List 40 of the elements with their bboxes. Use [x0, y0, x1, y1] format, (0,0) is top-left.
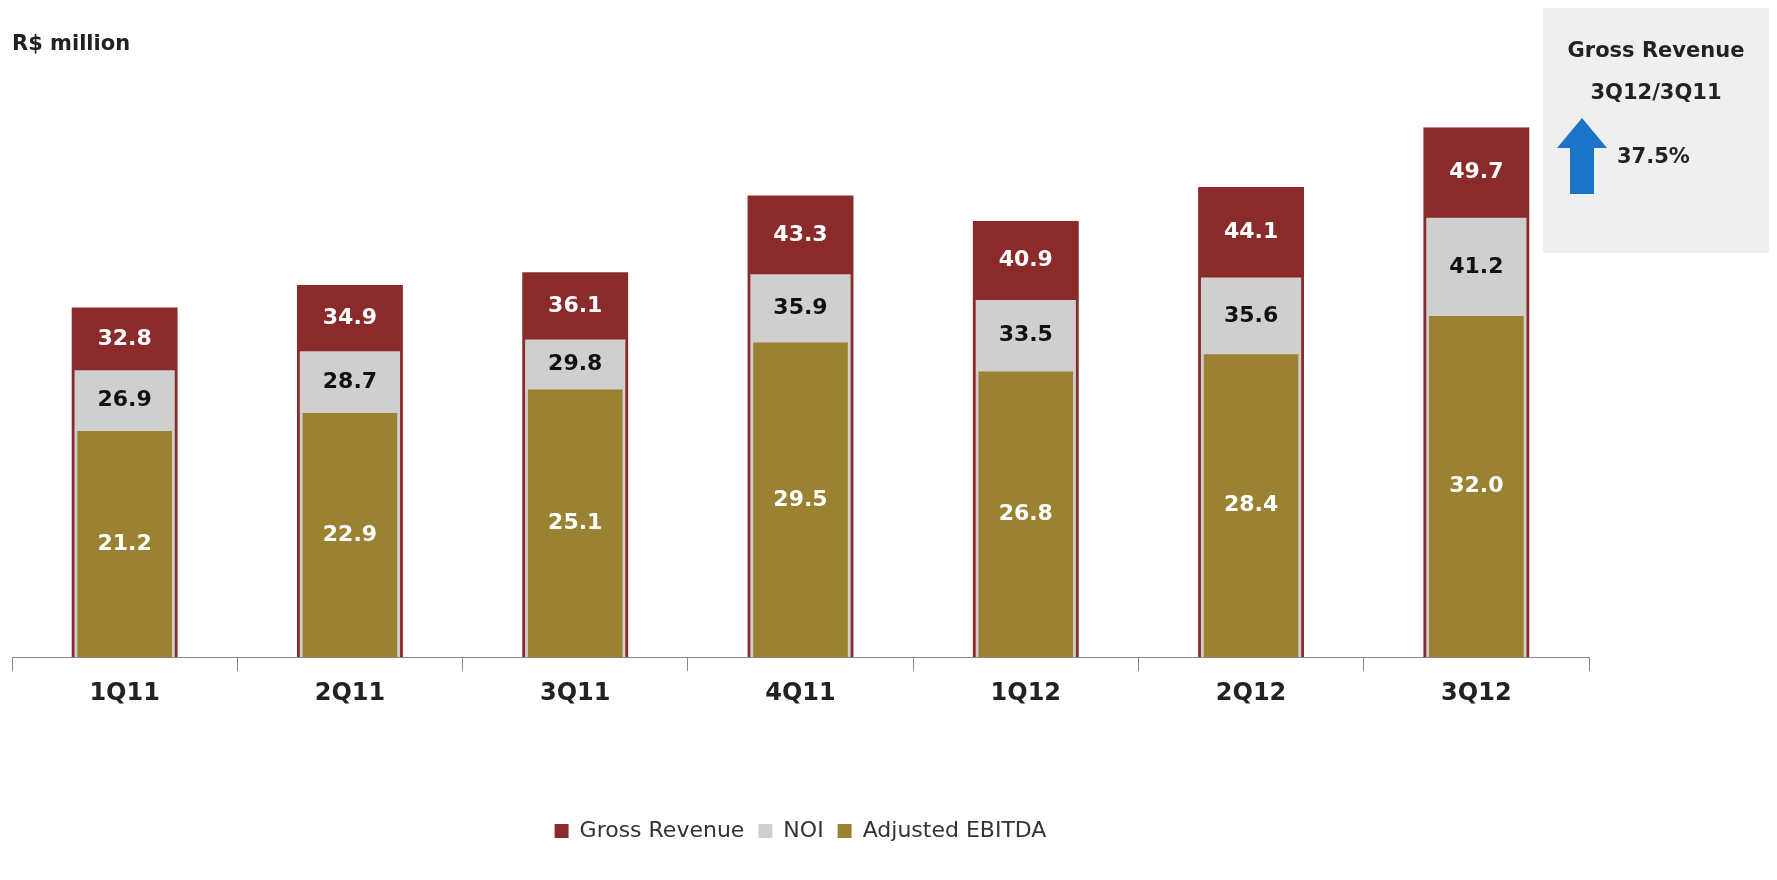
bar [753, 342, 848, 658]
x-tick-label: 3Q11 [539, 677, 611, 706]
bar [1203, 354, 1299, 658]
x-tick-label: 1Q11 [89, 677, 160, 706]
data-label: 29.8 [548, 350, 603, 376]
bar [527, 389, 623, 658]
data-label: 43.3 [773, 220, 828, 246]
x-tick-label: 2Q11 [314, 677, 386, 706]
bar [302, 413, 398, 658]
x-tick-label: 2Q12 [1215, 677, 1287, 706]
legend-label: Adjusted EBITDA [862, 816, 1047, 842]
data-label: 29.5 [773, 485, 828, 511]
data-label: 40.9 [998, 246, 1053, 272]
legend-label: NOI [783, 816, 824, 842]
legend-label: Gross Revenue [579, 816, 745, 842]
x-tick-label: 1Q12 [990, 677, 1062, 706]
data-label: 21.2 [97, 529, 152, 555]
data-label: 26.8 [998, 500, 1053, 526]
data-label: 32.0 [1449, 472, 1504, 498]
bar [978, 371, 1074, 658]
data-label: 36.1 [548, 291, 603, 317]
data-label: 28.7 [322, 367, 378, 393]
bar [77, 431, 172, 658]
data-label: 35.9 [773, 294, 828, 320]
data-label: 26.9 [97, 386, 152, 412]
data-label: 33.5 [998, 321, 1053, 347]
data-label: 49.7 [1449, 158, 1504, 184]
data-label: 25.1 [548, 509, 603, 535]
chart-title: R$ million [12, 31, 131, 56]
data-label: 41.2 [1449, 252, 1504, 278]
x-tick-label: 3Q12 [1441, 677, 1512, 706]
x-tick-label: 4Q11 [765, 677, 836, 706]
data-label: 35.6 [1223, 301, 1279, 327]
data-label: 28.4 [1223, 491, 1279, 517]
info-card: Gross Revenue 3Q12/3Q11 37.5% [1543, 8, 1769, 253]
data-label: 44.1 [1223, 217, 1279, 243]
data-label: 32.8 [97, 324, 152, 350]
bar [1429, 315, 1524, 658]
data-label: 34.9 [322, 303, 378, 329]
data-label: 22.9 [322, 520, 378, 546]
